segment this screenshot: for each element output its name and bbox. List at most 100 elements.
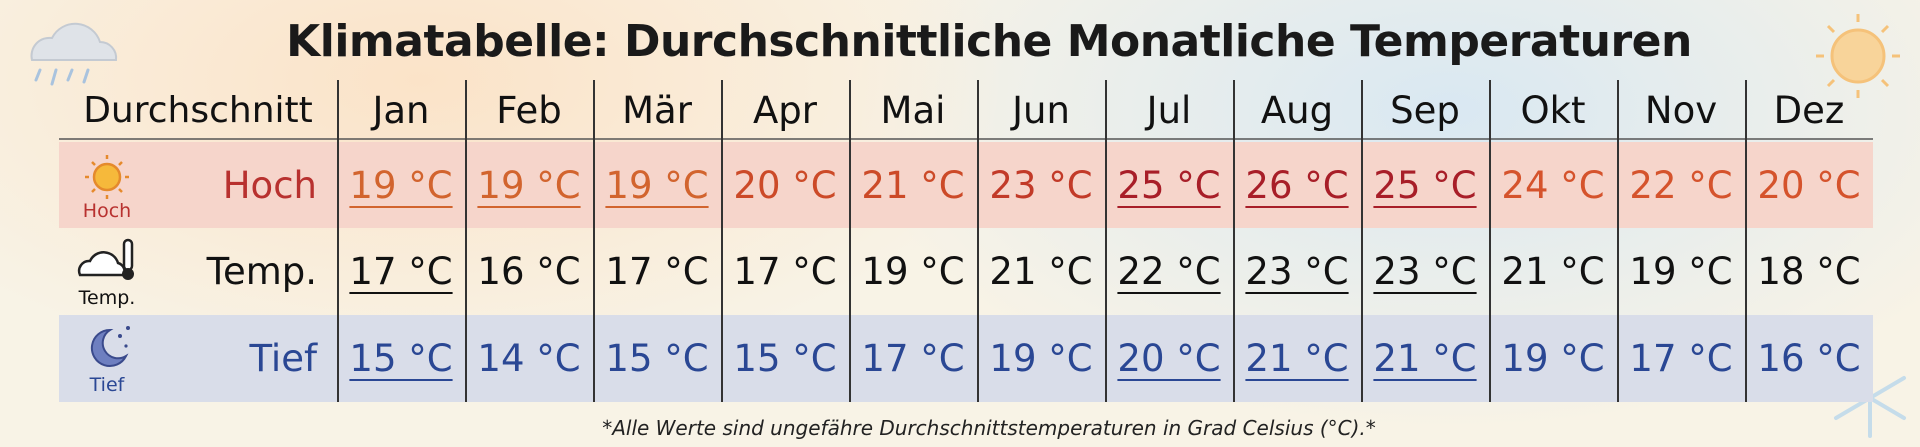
temperature-cell-text: 21 °C	[861, 163, 965, 207]
header-cell-text: Apr	[752, 88, 817, 132]
header-cell-text: Jun	[1012, 88, 1070, 132]
temperature-cell: 23 °C	[1233, 228, 1361, 315]
temperature-cell-text: 15 °C	[605, 337, 709, 380]
temperature-cell: 21 °C	[977, 228, 1105, 315]
temperature-cell-text: 21 °C	[989, 250, 1093, 293]
row-label: Hoch	[59, 142, 337, 228]
temperature-cell: 17 °C	[593, 228, 721, 315]
row-label-text: Temp.	[206, 250, 317, 293]
temperature-cell-text: 19 °C	[349, 163, 453, 207]
temperature-cell-text: 15 °C	[349, 337, 453, 380]
header-cell: Nov	[1617, 83, 1745, 137]
column-divider	[1745, 80, 1747, 402]
row-label: Tief	[59, 315, 337, 402]
header-cell-text: Mär	[622, 88, 692, 132]
temperature-cell: 19 °C	[977, 315, 1105, 402]
header-cell: Jan	[337, 83, 465, 137]
temperature-cell-text: 23 °C	[989, 163, 1093, 207]
header-cell: Jun	[977, 83, 1105, 137]
temperature-cell: 26 °C	[1233, 142, 1361, 228]
row-icon-label-text: Tief	[89, 374, 125, 396]
row-icon-label: Tief	[62, 374, 152, 396]
row-icon-label-text: Temp.	[78, 287, 136, 309]
header-cell: Mai	[849, 83, 977, 137]
column-divider	[1617, 80, 1619, 402]
footnote: *Alle Werte sind ungefähre Durchschnitts…	[602, 416, 1376, 440]
row-label: Temp.	[59, 228, 337, 315]
temperature-cell: 23 °C	[1361, 228, 1489, 315]
column-divider	[849, 80, 851, 402]
column-divider	[1361, 80, 1363, 402]
temperature-cell-text: 17 °C	[733, 250, 837, 293]
temperature-cell: 19 °C	[337, 142, 465, 228]
temperature-cell: 21 °C	[1361, 315, 1489, 402]
title: Klimatabelle: Durchschnittliche Monatlic…	[286, 16, 1692, 67]
temperature-cell-text: 14 °C	[477, 337, 581, 380]
temperature-cell-text: 18 °C	[1757, 250, 1861, 293]
header-cell-text: Durchschnitt	[83, 89, 313, 131]
row-label-text: Hoch	[222, 163, 317, 207]
column-divider	[721, 80, 723, 402]
header-cell: Feb	[465, 83, 593, 137]
row-icon-label-text: Hoch	[82, 200, 132, 222]
temperature-cell: 25 °C	[1105, 142, 1233, 228]
header-cell: Apr	[721, 83, 849, 137]
header-cell: Mär	[593, 83, 721, 137]
temperature-cell-text: 19 °C	[1629, 250, 1733, 293]
header-cell-text: Jul	[1146, 88, 1192, 132]
header-cell-text: Okt	[1520, 88, 1586, 132]
header-cell-text: Mai	[880, 88, 946, 132]
temperature-cell: 19 °C	[593, 142, 721, 228]
header-cell-text: Sep	[1390, 88, 1460, 132]
temperature-cell-text: 19 °C	[989, 337, 1093, 380]
temperature-cell: 15 °C	[593, 315, 721, 402]
row-icon-label: Hoch	[62, 200, 152, 222]
temperature-cell-text: 20 °C	[733, 163, 837, 207]
temperature-cell-text: 17 °C	[349, 250, 453, 293]
temperature-cell-text: 24 °C	[1501, 163, 1605, 207]
temperature-cell-text: 17 °C	[605, 250, 709, 293]
temperature-cell: 18 °C	[1745, 228, 1873, 315]
temperature-cell-text: 19 °C	[1501, 337, 1605, 380]
temperature-cell: 25 °C	[1361, 142, 1489, 228]
row-icon-label: Temp.	[62, 287, 152, 309]
column-divider	[1105, 80, 1107, 402]
temperature-cell: 17 °C	[849, 315, 977, 402]
column-divider	[1489, 80, 1491, 402]
header-cell: Jul	[1105, 83, 1233, 137]
temperature-cell: 21 °C	[1489, 228, 1617, 315]
temperature-cell-text: 19 °C	[477, 163, 581, 207]
temperature-cell: 17 °C	[1617, 315, 1745, 402]
temperature-cell-text: 15 °C	[733, 337, 837, 380]
temperature-cell: 20 °C	[1105, 315, 1233, 402]
temperature-cell: 19 °C	[465, 142, 593, 228]
temperature-cell: 23 °C	[977, 142, 1105, 228]
header-cell-text: Feb	[496, 88, 562, 132]
temperature-cell-text: 20 °C	[1757, 163, 1861, 207]
column-divider	[593, 80, 595, 402]
column-divider	[977, 80, 979, 402]
temperature-cell-text: 21 °C	[1245, 337, 1349, 380]
temperature-cell-text: 19 °C	[861, 250, 965, 293]
temperature-cell-text: 21 °C	[1501, 250, 1605, 293]
temperature-cell: 21 °C	[849, 142, 977, 228]
header-cell-text: Jan	[372, 88, 430, 132]
temperature-cell-text: 17 °C	[861, 337, 965, 380]
header-cell-text: Nov	[1644, 88, 1718, 132]
header-cell: Aug	[1233, 83, 1361, 137]
temperature-cell-text: 26 °C	[1245, 163, 1349, 207]
temperature-cell-text: 16 °C	[1757, 337, 1861, 380]
temperature-cell: 17 °C	[721, 228, 849, 315]
temperature-cell: 20 °C	[721, 142, 849, 228]
temperature-cell-text: 17 °C	[1629, 337, 1733, 380]
temperature-cell-text: 16 °C	[477, 250, 581, 293]
temperature-cell: 19 °C	[1617, 228, 1745, 315]
temperature-cell: 15 °C	[721, 315, 849, 402]
temperature-cell-text: 23 °C	[1245, 250, 1349, 293]
temperature-cell: 20 °C	[1745, 142, 1873, 228]
row-label-text: Tief	[249, 337, 317, 380]
header-cell: Durchschnitt	[59, 83, 337, 137]
temperature-cell-text: 22 °C	[1117, 250, 1221, 293]
